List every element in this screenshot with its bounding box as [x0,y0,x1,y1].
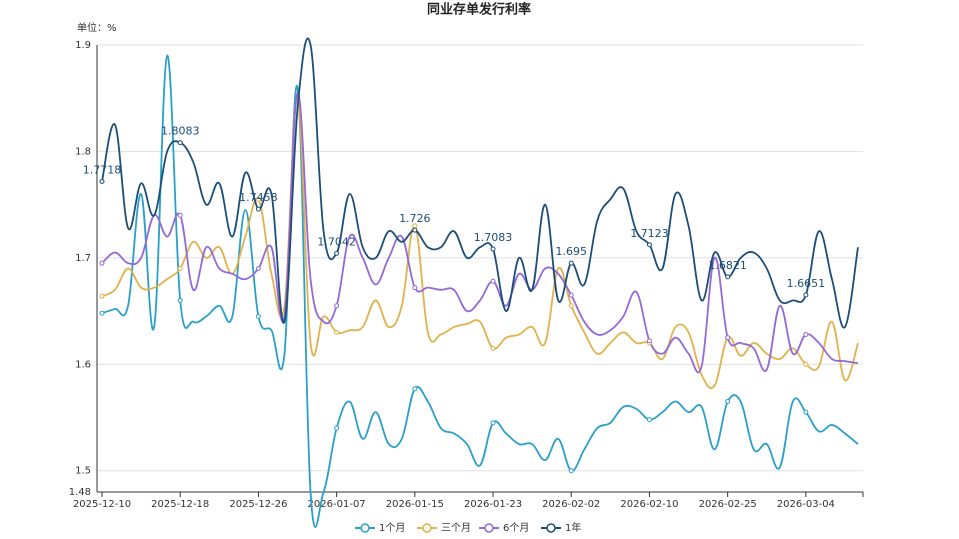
y-tick-label: 1.7 [75,253,91,264]
x-tick-label: 2026-02-02 [542,499,600,510]
point-marker [568,303,574,309]
point-marker [177,266,183,271]
x-tick-label: 2026-02-25 [699,499,757,510]
point-marker [412,285,418,291]
data-label: 1.7458 [239,191,278,204]
legend-label: 1年 [565,521,581,534]
point-marker [334,329,340,335]
legend-label: 三个月 [441,522,471,534]
data-label: 1.7123 [630,227,669,240]
point-marker [334,250,340,256]
data-label: 1.7083 [474,231,513,244]
point-marker [568,292,574,298]
legend-item[interactable]: 三个月 [417,522,471,534]
data-label: 1.7042 [317,235,356,248]
point-marker [725,335,731,341]
point-marker [803,361,809,367]
point-marker [334,425,340,431]
x-tick-label: 2025-12-10 [73,499,131,510]
point-marker [490,278,496,284]
point-marker [99,310,105,316]
y-tick-label: 1.5 [75,466,91,477]
data-label: 1.726 [399,212,431,225]
point-marker [646,338,652,344]
point-marker [568,260,574,266]
point-marker [803,409,809,415]
legend-label: 1个月 [379,522,405,534]
y-axis-label: 单位：% [77,21,117,34]
point-marker [646,417,652,423]
point-marker [803,331,809,337]
point-marker [568,468,574,474]
y-tick-label: 1.8 [75,146,91,157]
point-marker [177,212,183,218]
x-tick-label: 2025-12-18 [151,499,209,510]
point-marker [99,178,105,184]
line-series [101,54,859,528]
y-tick-label: 1.9 [75,40,91,51]
x-tick-label: 2026-02-10 [620,499,678,510]
data-label: 1.6821 [708,259,747,272]
point-marker [803,292,809,298]
y-tick-label: 1.6 [75,359,91,370]
point-marker [99,293,105,299]
chart-title: 同业存单发行利率 [427,2,531,18]
x-tick-label: 2026-01-07 [308,499,366,510]
point-marker [725,274,731,280]
x-tick-label: 2026-01-15 [386,499,444,510]
point-marker [255,206,261,212]
point-marker [646,242,652,248]
legend-marker [546,523,556,533]
point-marker [255,313,261,319]
point-marker [255,266,261,271]
point-marker [177,140,183,146]
data-label: 1.8083 [161,125,200,138]
point-marker [334,303,340,309]
point-marker [412,227,418,233]
point-marker [255,196,261,202]
data-label: 1.6651 [787,277,826,290]
legend-marker [484,523,494,533]
legend-item[interactable]: 1年 [541,521,581,534]
x-tick-label: 2026-03-04 [777,499,835,510]
line-series [101,37,859,329]
x-tick-label: 2026-01-23 [464,499,522,510]
legend-marker [422,523,432,533]
point-marker [490,246,496,252]
point-marker [177,297,183,303]
legend-item[interactable]: 1个月 [355,522,405,534]
data-label: 1.7718 [83,163,122,176]
legend-item[interactable]: 6个月 [479,522,529,534]
legend-label: 6个月 [503,522,529,534]
y-tick-label: 1.48 [69,487,91,498]
point-marker [490,345,496,351]
x-tick-label: 2025-12-26 [229,499,287,510]
data-label: 1.695 [555,245,587,258]
point-marker [412,386,418,392]
legend-marker [360,523,370,533]
point-marker [725,399,731,405]
point-marker [99,260,105,266]
point-marker [490,420,496,426]
